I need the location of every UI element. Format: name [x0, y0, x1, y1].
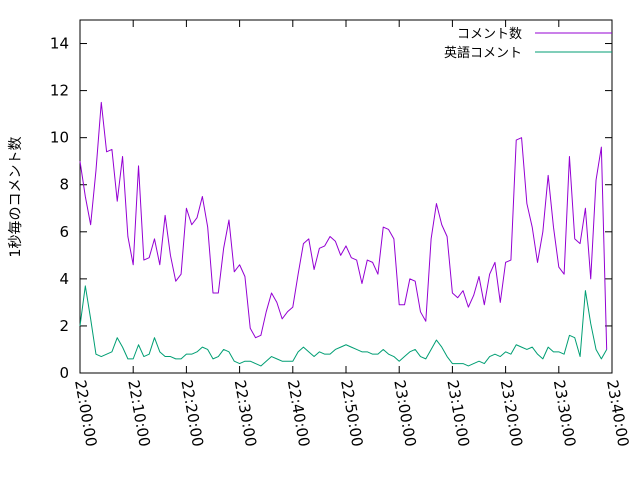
x-tick-label: 23:10:00 [443, 379, 472, 448]
x-tick-label: 23:00:00 [390, 379, 419, 448]
series-lines [79, 101, 608, 367]
x-tick-label: 22:20:00 [177, 379, 206, 448]
y-axis-label: 1秒毎のコメント数 [8, 137, 24, 258]
x-tick-label: 22:00:00 [71, 379, 100, 448]
x-tick-label: 23:40:00 [603, 379, 632, 448]
x-tick-label: 22:10:00 [124, 379, 153, 448]
y-tick-label: 10 [50, 129, 69, 147]
y-tick-label: 0 [59, 364, 69, 382]
x-tick-label: 23:20:00 [497, 379, 526, 448]
y-tick-label: 12 [50, 82, 69, 100]
series-line-2 [79, 285, 608, 367]
y-tick-label: 14 [50, 35, 69, 53]
series-line-1 [79, 101, 608, 350]
legend-label-2: 英語コメント [444, 45, 522, 61]
y-tick-label: 4 [59, 270, 69, 288]
x-tick-label: 22:50:00 [337, 379, 366, 448]
x-tick-label: 22:40:00 [284, 379, 313, 448]
x-tick-label: 22:30:00 [231, 379, 260, 448]
y-axis-ticks: 0 2 4 6 8 10 12 14 [50, 35, 612, 382]
legend-label-1: コメント数 [457, 27, 522, 42]
y-tick-label: 8 [59, 176, 69, 194]
plot-frame [79, 19, 613, 374]
x-axis-ticks: 22:00:00 22:10:00 22:20:00 22:30:00 22:40:00… [71, 20, 632, 448]
x-tick-label: 23:30:00 [550, 379, 579, 448]
plot-border [79, 19, 613, 374]
y-tick-label: 2 [59, 317, 69, 335]
y-tick-label: 6 [59, 223, 69, 241]
